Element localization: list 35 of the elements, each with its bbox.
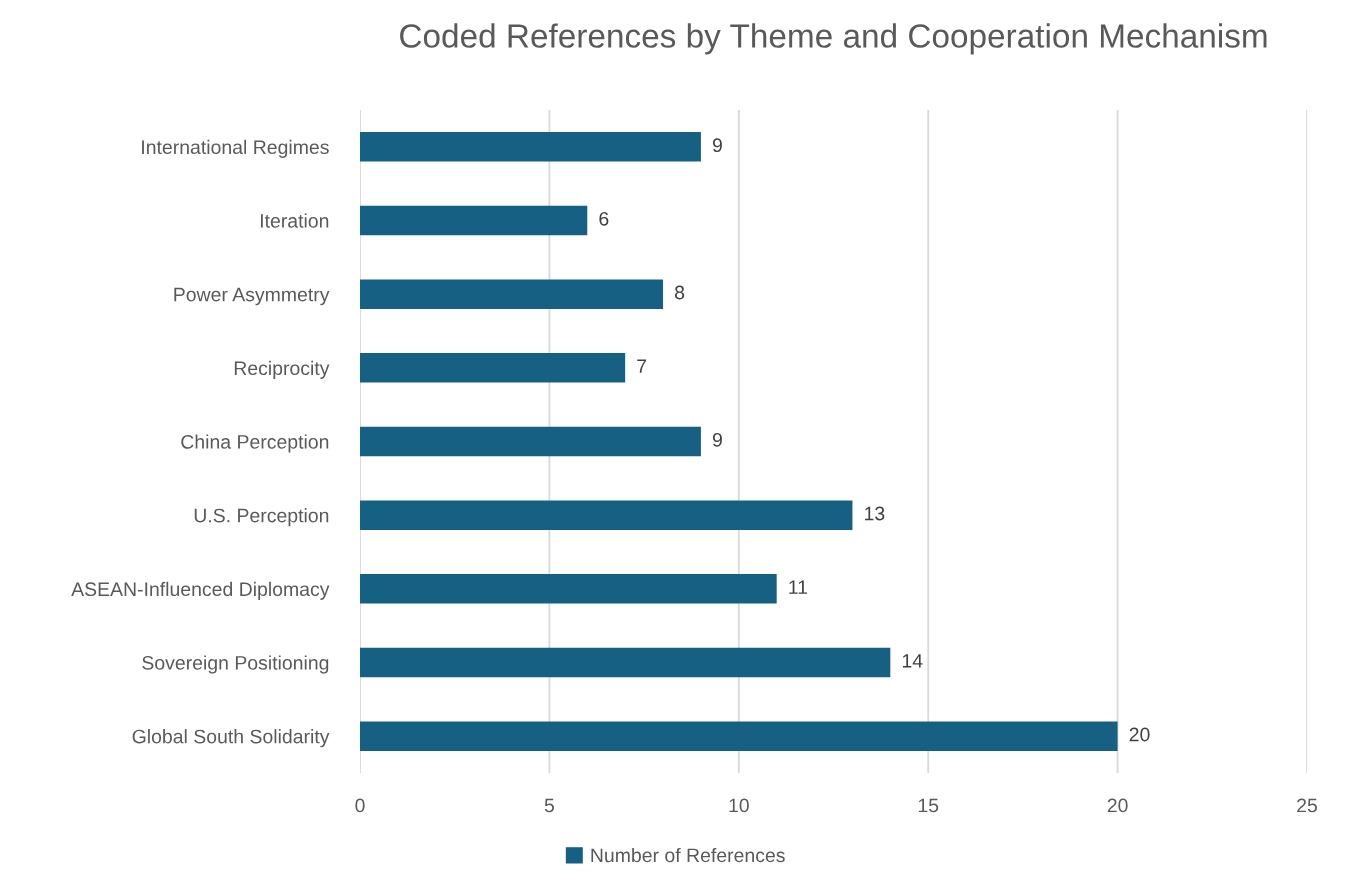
data-label: 20 xyxy=(1129,727,1150,742)
x-tick-label: 20 xyxy=(1107,798,1128,813)
chart-title: Coded References by Theme and Cooperation Mechanism xyxy=(400,23,1267,55)
y-tick-label: Iteration xyxy=(260,213,329,228)
data-label: 11 xyxy=(789,580,808,594)
bar xyxy=(360,647,891,678)
data-label: 13 xyxy=(865,506,885,521)
y-tick-label: ASEAN-Influenced Diplomacy xyxy=(71,581,330,600)
x-tick-label: 5 xyxy=(544,798,554,813)
y-tick-label: U.S. Perception xyxy=(194,508,329,527)
x-tick-label: 25 xyxy=(1297,798,1317,813)
legend-label: Number of References xyxy=(591,847,785,863)
x-tick-label: 10 xyxy=(729,798,749,813)
bar xyxy=(360,205,588,236)
y-tick-label: Power Asymmetry xyxy=(174,287,330,306)
bar xyxy=(360,574,777,604)
data-label: 9 xyxy=(712,432,722,447)
bar xyxy=(360,279,664,309)
x-tick-label: 0 xyxy=(355,798,365,813)
x-tick-label: 15 xyxy=(918,798,939,813)
data-label: 6 xyxy=(599,211,609,226)
bar xyxy=(360,426,701,457)
bar xyxy=(360,353,626,383)
data-label: 7 xyxy=(637,359,647,373)
y-tick-label: Reciprocity xyxy=(234,360,330,379)
y-tick-label: China Perception xyxy=(181,434,329,453)
y-tick-label: Global South Solidarity xyxy=(132,729,330,748)
y-tick-label: Sovereign Positioning xyxy=(142,655,329,674)
data-label: 8 xyxy=(675,285,685,300)
bar xyxy=(360,500,853,530)
y-tick-label: International Regimes xyxy=(142,139,329,158)
data-label: 14 xyxy=(902,654,923,668)
bar xyxy=(360,721,1118,751)
data-label: 9 xyxy=(712,138,722,153)
bar xyxy=(360,132,701,162)
